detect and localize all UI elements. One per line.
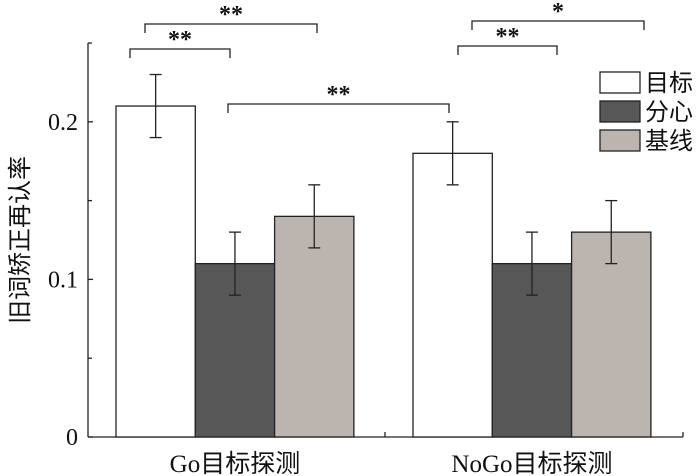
legend-label: 基线 xyxy=(645,128,693,155)
y-axis-label: 旧词矫正再认率 xyxy=(7,156,34,324)
x-tick-label: Go目标探测 xyxy=(170,450,301,476)
legend-swatch xyxy=(599,100,641,123)
legend-label: 分心 xyxy=(645,99,693,126)
y-tick-label: 0.1 xyxy=(48,267,78,293)
significance-bracket xyxy=(471,20,645,30)
x-tick-label: NoGo目标探测 xyxy=(451,450,612,476)
axes: 0 0.1 0.2 Go目标探测 NoGo目标探测 xyxy=(48,42,684,476)
bar-目标-NoGo目标探测 xyxy=(412,152,493,438)
y-tick-label: 0.2 xyxy=(48,110,78,136)
significance-label: ** xyxy=(327,82,351,108)
bar-基线-NoGo目标探测 xyxy=(570,231,652,438)
significance-label: * xyxy=(552,0,564,25)
bars xyxy=(115,73,652,438)
significance-bracket xyxy=(457,45,558,55)
significance-bracket xyxy=(129,48,231,58)
y-tick-label: 0 xyxy=(66,425,78,451)
significance-brackets: ********* xyxy=(129,0,645,113)
significance-label: ** xyxy=(168,27,192,53)
significance-label: ** xyxy=(496,24,520,50)
bar-目标-Go目标探测 xyxy=(115,105,196,438)
significance-bracket xyxy=(227,103,450,113)
bar-基线-Go目标探测 xyxy=(273,215,355,438)
significance-label: ** xyxy=(219,2,243,28)
legend-label: 目标 xyxy=(645,70,693,97)
significance-bracket xyxy=(144,23,318,33)
legend-swatch xyxy=(599,71,641,94)
legend-swatch xyxy=(599,129,641,152)
